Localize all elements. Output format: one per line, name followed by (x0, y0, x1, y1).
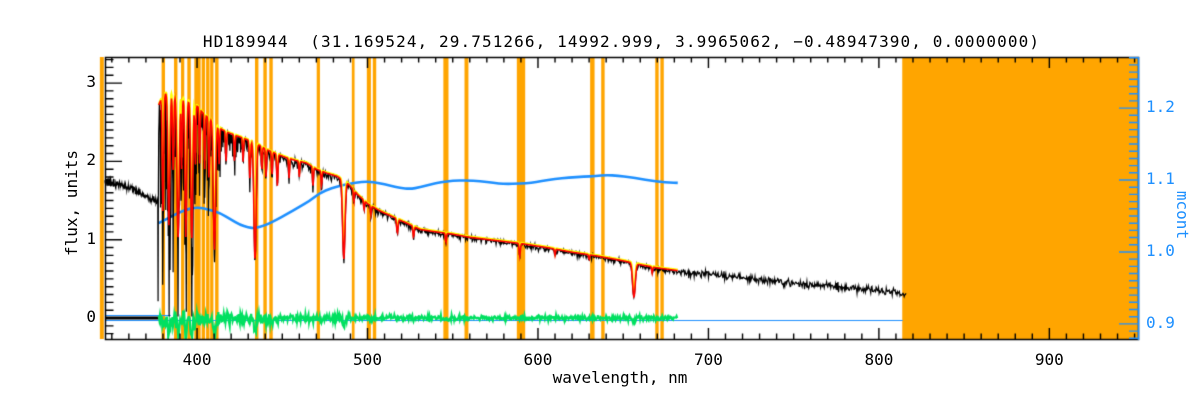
x-axis-tick-label: 400 (182, 350, 212, 369)
x-axis-tick-label: 900 (1034, 350, 1064, 369)
y-axis-mcont-tick-label: 0.9 (1146, 312, 1175, 332)
x-axis-tick-label: 800 (864, 350, 894, 369)
plot-title: HD189944 (31.169524, 29.751266, 14992.99… (202, 32, 1041, 51)
y-axis-mcont-tick-label: 1.0 (1146, 240, 1175, 260)
y-axis-flux-tick-label: 1 (86, 228, 96, 248)
y-axis-mcont-tick-label: 1.2 (1146, 97, 1175, 117)
x-axis-label: wavelength, nm (552, 368, 688, 387)
x-axis-tick-label: 600 (523, 350, 553, 369)
y-axis-flux-tick-label: 0 (86, 307, 96, 326)
y-axis-mcont-tick-label: 1.1 (1146, 169, 1175, 188)
y-axis-flux-tick-label: 3 (86, 72, 96, 92)
x-axis-tick-label: 700 (693, 350, 723, 369)
x-axis-tick-label: 500 (353, 350, 382, 369)
y-axis-flux-tick-label: 2 (86, 150, 96, 170)
